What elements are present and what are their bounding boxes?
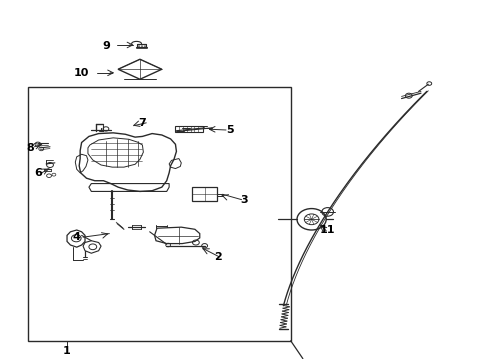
Text: 2: 2 xyxy=(213,252,221,262)
Text: 6: 6 xyxy=(34,168,41,178)
Bar xyxy=(28,87,290,341)
Text: 9: 9 xyxy=(102,41,110,51)
Text: 10: 10 xyxy=(74,68,89,78)
Text: 11: 11 xyxy=(319,225,334,235)
Text: 3: 3 xyxy=(240,195,248,204)
Text: 1: 1 xyxy=(63,346,71,356)
Text: 8: 8 xyxy=(27,143,34,153)
Bar xyxy=(192,187,217,201)
Text: 7: 7 xyxy=(138,118,146,128)
Text: 5: 5 xyxy=(225,125,233,135)
Text: 4: 4 xyxy=(73,232,81,242)
